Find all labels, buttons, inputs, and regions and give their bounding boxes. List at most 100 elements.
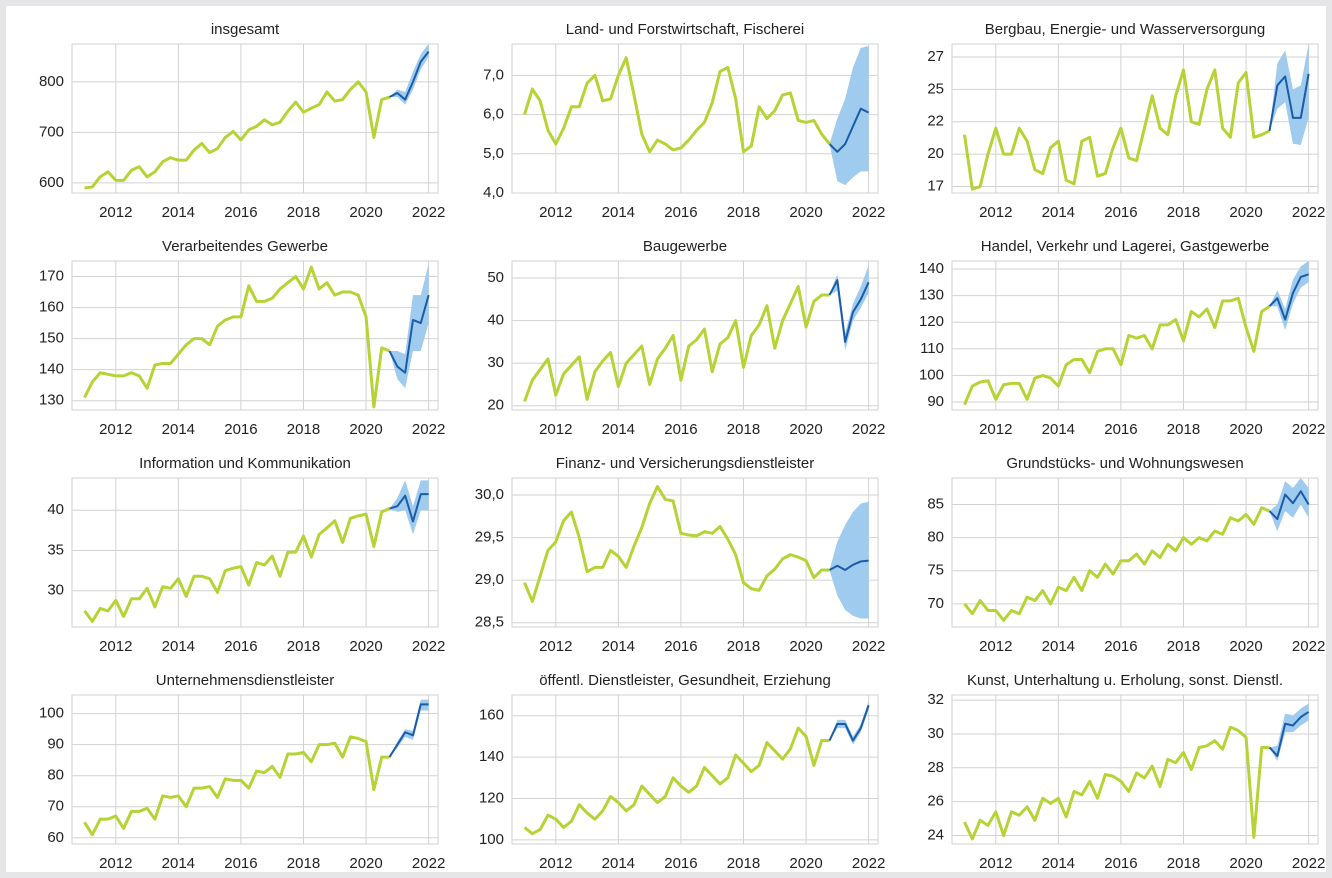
y-tick-label: 6,0 [483,106,504,123]
y-tick-label: 7,0 [483,66,504,83]
x-tick-label: 2012 [979,638,1012,655]
chart-title: Land- und Forstwirtschaft, Fischerei [566,21,804,38]
plot-frame [511,694,879,845]
x-tick-label: 2018 [287,855,320,872]
x-tick-label: 2018 [727,421,760,438]
data-line [523,485,830,603]
data-line [388,294,430,374]
forecast-band [389,44,429,105]
x-tick-label: 2018 [287,204,320,221]
y-tick-label: 100 [479,831,504,848]
y-tick-label: 150 [39,330,64,347]
forecast-band [829,701,869,745]
x-tick-label: 2014 [162,204,195,221]
y-tick-label: 60 [47,829,64,846]
plot-frame [71,477,439,628]
x-tick-label: 2022 [852,855,885,872]
x-tick-label: 2018 [727,855,760,872]
data-line [828,107,870,153]
x-tick-label: 2012 [99,421,132,438]
y-tick-label: 25 [927,80,944,97]
y-tick-label: 30 [487,354,504,371]
x-tick-label: 2018 [287,421,320,438]
y-tick-label: 100 [39,705,64,722]
x-tick-label: 2012 [539,638,572,655]
x-tick-label: 2014 [162,855,195,872]
x-tick-label: 2022 [412,204,445,221]
data-line [389,50,430,101]
data-line [523,56,831,154]
x-tick-label: 2020 [349,204,382,221]
x-tick-label: 2018 [727,638,760,655]
x-tick-label: 2014 [1042,204,1075,221]
data-line [963,506,1271,622]
y-tick-label: 29,5 [475,529,504,546]
y-tick-label: 600 [39,174,64,191]
x-tick-label: 2012 [979,855,1012,872]
data-line [828,705,870,742]
y-tick-label: 30 [47,582,64,599]
y-tick-label: 26 [927,793,944,810]
x-tick-label: 2012 [539,421,572,438]
x-tick-label: 2022 [1292,855,1325,872]
x-tick-label: 2020 [1229,855,1262,872]
y-tick-label: 50 [487,269,504,286]
data-line [83,507,391,623]
y-tick-label: 85 [927,495,944,512]
y-tick-label: 40 [47,501,64,518]
x-tick-label: 2014 [1042,421,1075,438]
chart-title: Finanz- und Versicherungsdienstleister [556,455,814,472]
y-tick-label: 90 [47,736,64,753]
data-line [1268,711,1310,757]
plot-frame [511,260,879,411]
forecast-band [389,264,429,389]
x-tick-label: 2020 [789,638,822,655]
chart-title: insgesamt [211,21,280,38]
y-tick-label: 30 [927,725,944,742]
x-tick-label: 2014 [602,421,635,438]
y-tick-label: 75 [927,562,944,579]
y-tick-label: 27 [927,48,944,65]
x-tick-label: 2016 [224,204,257,221]
x-tick-label: 2020 [1229,421,1262,438]
y-tick-label: 140 [479,748,504,765]
y-tick-label: 28 [927,759,944,776]
y-tick-label: 120 [479,789,504,806]
x-tick-label: 2012 [539,204,572,221]
data-line [83,735,390,837]
chart-title: Unternehmensdienstleister [156,672,334,689]
y-tick-label: 120 [919,313,944,330]
x-tick-label: 2012 [99,855,132,872]
y-tick-label: 17 [927,177,944,194]
x-tick-label: 2022 [1292,421,1325,438]
data-line [829,559,869,571]
x-tick-label: 2022 [852,204,885,221]
y-tick-label: 800 [39,73,64,90]
chart-title: Handel, Verkehr und Lagerei, Gastgewerbe [981,238,1270,255]
x-tick-label: 2022 [1292,638,1325,655]
data-line [963,68,1271,191]
x-tick-label: 2014 [1042,638,1075,655]
plot-frame [71,43,439,194]
chart-title: Information und Kommunikation [139,455,351,472]
y-tick-label: 4,0 [483,184,504,201]
x-tick-label: 2022 [412,638,445,655]
data-line [1268,73,1310,131]
x-tick-label: 2014 [162,421,195,438]
y-tick-label: 29,0 [475,571,504,588]
x-tick-label: 2012 [99,638,132,655]
x-tick-label: 2014 [602,638,635,655]
plot-frame [951,260,1319,411]
x-tick-label: 2016 [224,421,257,438]
x-tick-label: 2016 [664,855,697,872]
data-line [1268,490,1310,521]
x-tick-label: 2018 [1167,855,1200,872]
y-tick-label: 70 [47,798,64,815]
y-tick-label: 70 [927,595,944,612]
y-tick-label: 80 [927,529,944,546]
y-tick-label: 28,5 [475,614,504,631]
data-line [828,279,870,343]
x-tick-label: 2012 [99,204,132,221]
x-tick-label: 2014 [602,204,635,221]
